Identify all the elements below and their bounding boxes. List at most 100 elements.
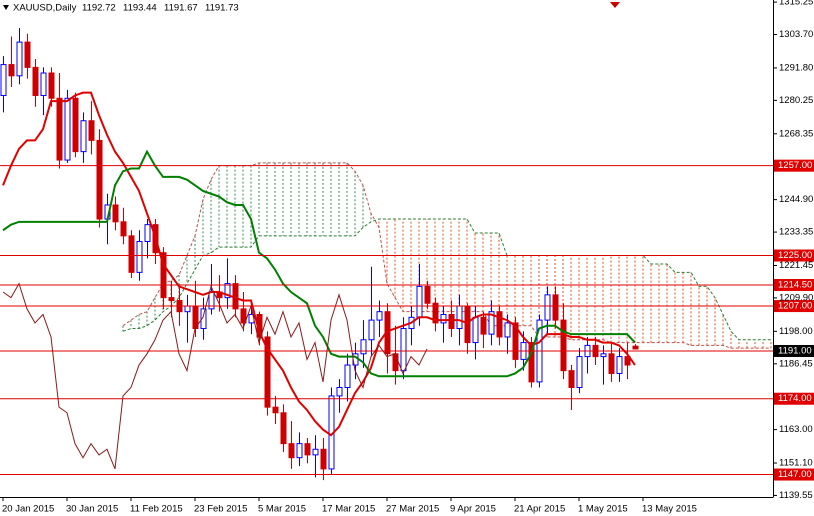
candle-body <box>336 386 343 397</box>
y-tick-label: 1280.25 <box>779 95 813 106</box>
candle-body <box>344 364 351 388</box>
y-tick-label: 1209.90 <box>779 292 813 303</box>
y-tick-label: 1244.90 <box>779 194 813 205</box>
level-label-bg <box>774 159 814 172</box>
candle-body <box>16 41 23 77</box>
x-tick-label: 11 Feb 2015 <box>130 504 183 515</box>
y-tick-label: 1268.35 <box>779 128 813 139</box>
level-label: 1147.00 <box>778 469 812 480</box>
candle-body <box>560 319 567 372</box>
candle-body <box>184 305 191 313</box>
x-tick-label: 20 Jan 2015 <box>2 504 54 515</box>
candle-body <box>448 313 455 330</box>
candle-body <box>544 294 551 321</box>
level-label-bg <box>774 279 814 292</box>
candle-body <box>368 319 375 341</box>
y-tick-label: 1198.00 <box>779 326 813 337</box>
indicator-line <box>2 149 636 378</box>
candle-body <box>24 41 31 68</box>
candle-body <box>624 356 631 366</box>
candle-body <box>144 224 151 242</box>
x-tick-label: 9 Apr 2015 <box>450 504 496 515</box>
candle-body <box>96 139 103 220</box>
menu-arrow <box>3 5 9 10</box>
y-tick-label: 1151.10 <box>779 458 813 469</box>
candle-body <box>112 204 119 223</box>
candle-body <box>464 305 471 344</box>
shift-marker <box>610 2 620 8</box>
cloud-edge <box>122 218 771 341</box>
candle-body <box>376 311 383 321</box>
candle-body <box>432 302 439 324</box>
candle-body <box>128 235 135 273</box>
y-tick-label: 1233.35 <box>779 227 813 238</box>
candle-body <box>608 353 615 374</box>
candle-body <box>296 443 303 459</box>
current-price-bg <box>774 344 814 357</box>
candle-body <box>360 339 367 355</box>
current-price-label: 1191.00 <box>778 346 812 357</box>
candle-body <box>288 443 295 459</box>
candle-body <box>136 240 143 273</box>
chart-title: XAUUSD,Daily <box>13 3 77 14</box>
y-tick-label: 1315.25 <box>779 0 813 8</box>
x-tick-label: 13 May 2015 <box>642 504 697 515</box>
header-value: 1191.73 <box>205 3 239 14</box>
candle-body <box>552 294 559 321</box>
candle-body <box>48 72 55 99</box>
candle-body <box>456 305 463 330</box>
indicator-line <box>2 91 636 437</box>
level-label-bg <box>774 392 814 405</box>
y-tick-label: 1139.55 <box>779 490 813 501</box>
y-tick-label: 1291.80 <box>779 62 813 73</box>
candle-body <box>88 120 95 141</box>
indicator-line <box>2 282 428 470</box>
x-tick-label: 23 Feb 2015 <box>194 504 247 515</box>
level-label: 1214.50 <box>778 280 812 291</box>
header-value: 1193.44 <box>123 3 157 14</box>
candle-body <box>264 336 271 408</box>
candle-body <box>480 316 487 335</box>
x-tick-label: 21 Apr 2015 <box>514 504 565 515</box>
candle-body <box>320 448 327 470</box>
candle-body <box>32 66 39 96</box>
candle-body <box>616 356 623 374</box>
candle-body <box>416 285 423 318</box>
overlay: 1257.00 1225.00 1214.50 1207.00 1174.00 1147.… <box>0 159 814 481</box>
x-tick-label: 17 Mar 2015 <box>322 504 375 515</box>
candle-body <box>576 356 583 388</box>
level-label-bg <box>774 249 814 262</box>
plot-area <box>0 28 772 481</box>
y-tick-label: 1163.00 <box>779 424 813 435</box>
level-label-bg <box>774 300 814 313</box>
candle-body <box>504 322 511 338</box>
level-label: 1174.00 <box>778 393 812 404</box>
level-label: 1257.00 <box>778 160 812 171</box>
level-label: 1225.00 <box>778 250 812 261</box>
level-label-bg <box>774 468 814 481</box>
candle-body <box>64 97 71 161</box>
candle-body <box>512 322 519 360</box>
candle-body <box>496 311 503 338</box>
y-tick-label: 1303.70 <box>779 29 813 40</box>
candle-body <box>56 97 63 161</box>
candle-body <box>280 412 287 445</box>
header-value: 1191.67 <box>164 3 198 14</box>
header-value: 1192.72 <box>82 3 116 14</box>
candle-body <box>40 72 47 96</box>
candle-body <box>632 345 639 350</box>
candle-body <box>472 316 479 344</box>
candle-body <box>72 97 79 153</box>
candle-body <box>568 370 575 388</box>
candle-body <box>0 64 7 96</box>
candle-body <box>240 308 247 324</box>
candle-body <box>120 221 127 237</box>
candle-body <box>8 64 15 77</box>
candle-body <box>224 283 231 299</box>
x-tick-label: 27 Mar 2015 <box>386 504 439 515</box>
candle-body <box>528 342 535 383</box>
y-tick-label: 1186.45 <box>779 358 813 369</box>
candle-body <box>440 313 447 324</box>
